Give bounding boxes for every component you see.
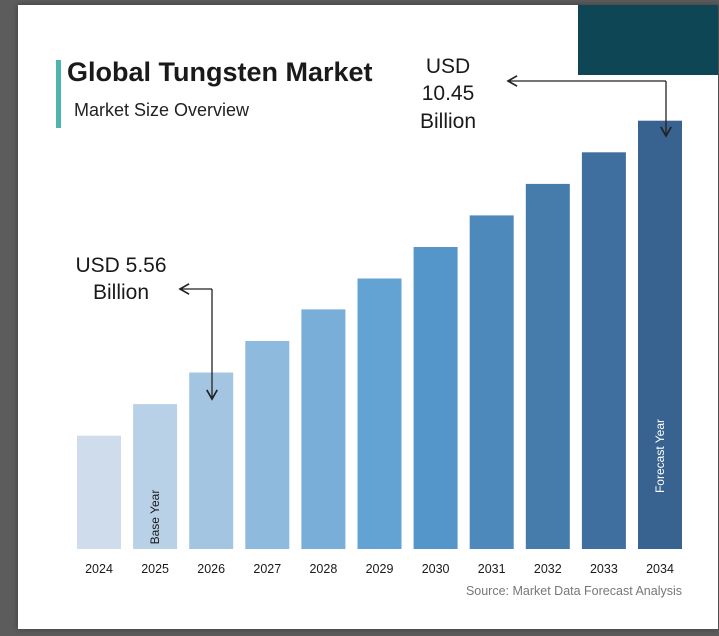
x-tick-label: 2029 [366, 562, 394, 576]
x-tick-label: 2031 [478, 562, 506, 576]
bar-2031 [469, 215, 514, 549]
chart-subtitle: Market Size Overview [74, 100, 250, 120]
x-tick-label: 2034 [646, 562, 674, 576]
x-tick-label: 2032 [534, 562, 562, 576]
bar-2025 [133, 404, 178, 549]
chart-title: Global Tungsten Market [67, 57, 373, 87]
chart-card: Global Tungsten Market Market Size Overv… [18, 5, 718, 629]
start-value-callout: USD 5.56 Billion [75, 254, 167, 305]
bar-2026 [189, 372, 234, 549]
bar-2028 [301, 309, 346, 549]
bar-2034 [638, 120, 682, 549]
bar-2030 [413, 247, 458, 549]
end-value-callout: USD 10.45 Billion [419, 55, 477, 133]
source-note: Source: Market Data Forecast Analysis [465, 584, 682, 598]
bar-2033 [581, 152, 626, 550]
x-tick-label: 2024 [85, 562, 113, 576]
corner-decoration [578, 5, 718, 75]
base-year-label: Base Year [148, 490, 162, 545]
bar-chart: 2024 2025 2026 2027 2028 2029 2030 2031 2032 2033… [77, 75, 682, 576]
x-tick-label: 2030 [422, 562, 450, 576]
bar-2024 [77, 435, 121, 549]
bar-2032 [525, 183, 570, 549]
forecast-year-label: Forecast Year [653, 419, 667, 493]
bar-2027 [245, 341, 290, 549]
x-tick-label: 2025 [141, 562, 169, 576]
x-tick-label: 2026 [197, 562, 225, 576]
x-tick-label: 2028 [309, 562, 337, 576]
x-tick-label: 2027 [253, 562, 281, 576]
x-tick-label: 2033 [590, 562, 618, 576]
title-accent-bar [56, 60, 61, 128]
bar-2029 [357, 278, 402, 549]
